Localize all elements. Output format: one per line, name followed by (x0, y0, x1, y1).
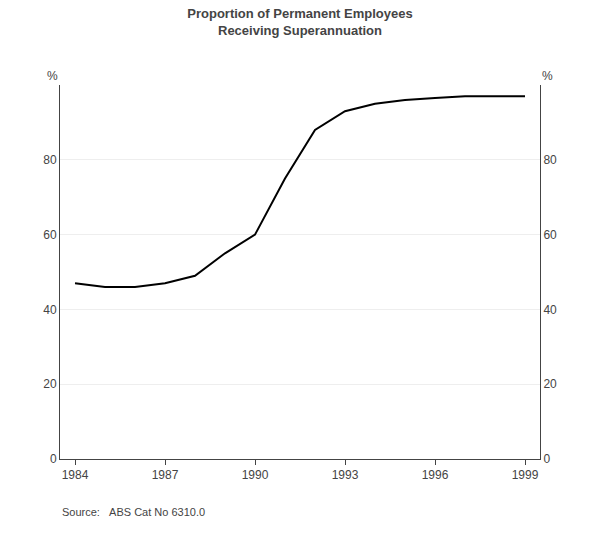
svg-text:0: 0 (543, 452, 550, 466)
svg-text:80: 80 (43, 153, 57, 167)
svg-text:Source: ABS Cat No 6310.0: Source: ABS Cat No 6310.0 (62, 506, 205, 518)
svg-text:1999: 1999 (512, 468, 539, 482)
svg-text:60: 60 (43, 228, 57, 242)
svg-text:80: 80 (543, 153, 557, 167)
svg-text:0: 0 (50, 452, 57, 466)
svg-text:40: 40 (43, 303, 57, 317)
svg-text:20: 20 (543, 377, 557, 391)
svg-text:60: 60 (543, 228, 557, 242)
svg-text:Proportion of Permanent Employ: Proportion of Permanent EmployeesReceivi… (187, 6, 412, 38)
svg-text:1996: 1996 (422, 468, 449, 482)
svg-text:20: 20 (43, 377, 57, 391)
svg-text:1993: 1993 (332, 468, 359, 482)
svg-text:40: 40 (543, 303, 557, 317)
svg-text:1984: 1984 (62, 468, 89, 482)
svg-text:%: % (542, 69, 553, 83)
svg-text:1987: 1987 (152, 468, 179, 482)
svg-text:%: % (47, 69, 58, 83)
svg-text:1990: 1990 (242, 468, 269, 482)
